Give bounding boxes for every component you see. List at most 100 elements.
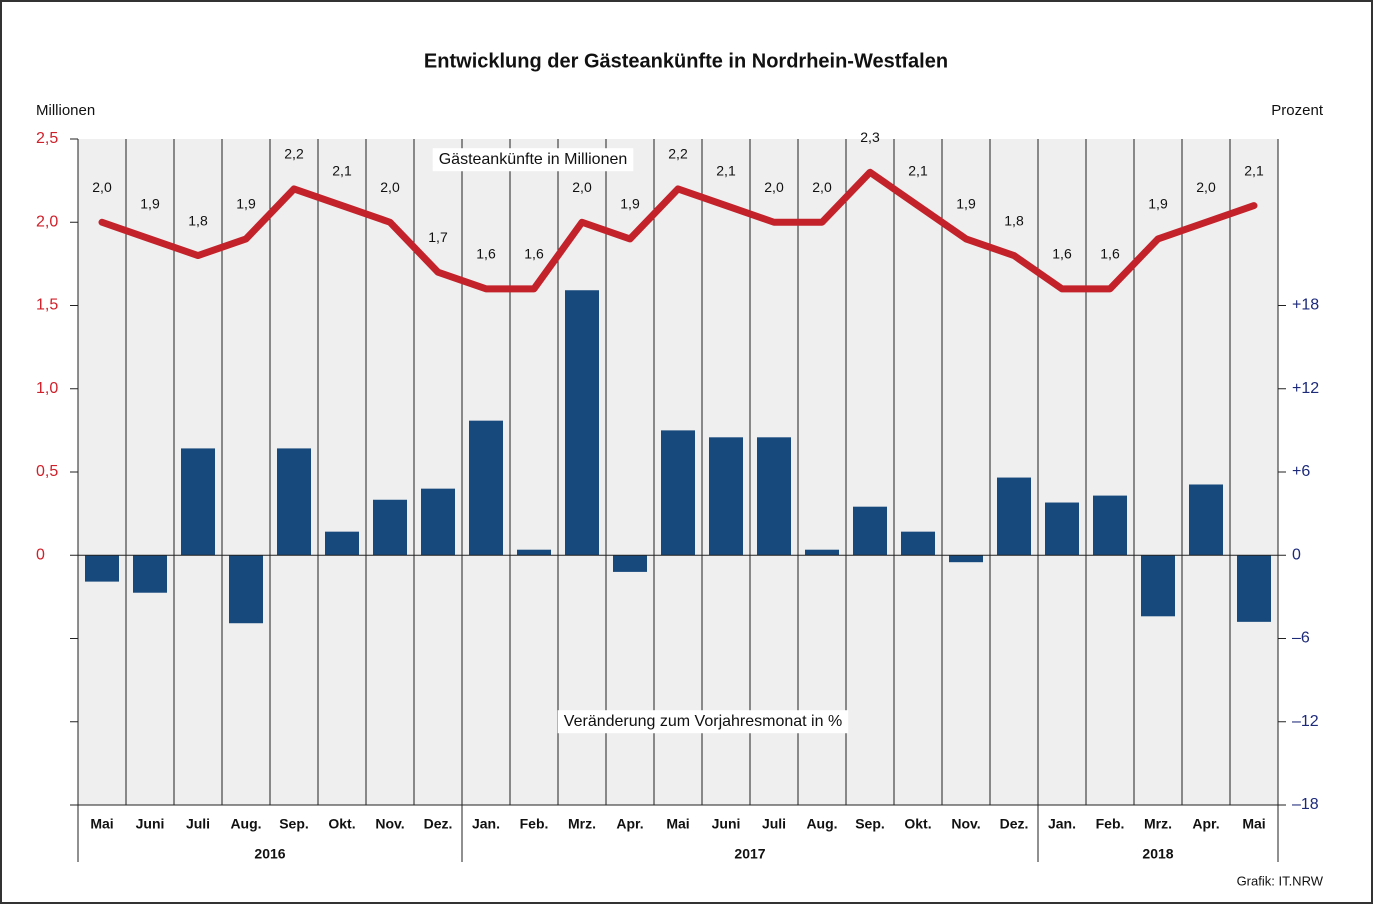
- data-label: 1,9: [956, 196, 976, 212]
- bar: [613, 555, 647, 572]
- data-label: 2,0: [764, 179, 784, 195]
- data-label: 1,6: [476, 246, 496, 262]
- x-tick-label: Juni: [136, 816, 165, 832]
- data-label: 1,7: [428, 229, 448, 245]
- bar: [805, 549, 839, 556]
- x-tick-label: Nov.: [951, 816, 980, 832]
- x-tick-label: Sep.: [855, 816, 885, 832]
- chart-title: Entwicklung der Gästeankünfte in Nordrhe…: [424, 50, 948, 72]
- bar: [1093, 495, 1127, 556]
- bar: [1141, 555, 1175, 617]
- x-tick-label: Okt.: [904, 816, 931, 832]
- data-label: 2,1: [716, 162, 736, 178]
- y2-tick-label: +18: [1292, 297, 1319, 314]
- y-tick-label: 2,5: [36, 130, 58, 147]
- bar: [229, 555, 263, 624]
- y2-tick-label: –6: [1292, 630, 1310, 647]
- data-label: 2,2: [668, 146, 688, 162]
- bar: [565, 290, 599, 556]
- data-label: 1,9: [236, 196, 256, 212]
- bar: [1237, 555, 1271, 622]
- x-tick-label: Apr.: [616, 816, 643, 832]
- bar: [181, 448, 215, 556]
- bar: [469, 420, 503, 556]
- x-tick-label: Jan.: [472, 816, 500, 832]
- data-label: 1,6: [524, 246, 544, 262]
- data-label: 1,9: [620, 196, 640, 212]
- x-group-label: 2018: [1142, 846, 1173, 862]
- x-tick-label: Juli: [762, 816, 786, 832]
- x-tick-label: Juli: [186, 816, 210, 832]
- x-group-label: 2016: [254, 846, 285, 862]
- bar: [277, 448, 311, 556]
- series-annotation: Gästeankünfte in Millionen: [439, 151, 628, 168]
- y-tick-label: 0: [36, 546, 45, 563]
- y2-axis-label: Prozent: [1271, 102, 1324, 119]
- bar: [1189, 484, 1223, 556]
- y2-tick-label: –12: [1292, 713, 1319, 730]
- source: Grafik: IT.NRW: [1237, 873, 1324, 888]
- x-tick-label: Aug.: [230, 816, 261, 832]
- data-label: 2,1: [332, 162, 352, 178]
- data-label: 1,6: [1100, 246, 1120, 262]
- bar: [757, 437, 791, 556]
- x-tick-label: Mai: [90, 816, 113, 832]
- y2-tick-label: –18: [1292, 796, 1319, 813]
- data-label: 1,8: [1004, 212, 1024, 228]
- bar: [901, 531, 935, 556]
- annotation-box: [432, 148, 634, 172]
- y2-tick-label: 0: [1292, 546, 1301, 563]
- bar: [709, 437, 743, 556]
- x-tick-label: Mrz.: [568, 816, 596, 832]
- x-tick-label: Mrz.: [1144, 816, 1172, 832]
- data-label: 2,0: [812, 179, 832, 195]
- x-tick-label: Apr.: [1192, 816, 1219, 832]
- bar: [1045, 502, 1079, 556]
- y-axis-label: Millionen: [36, 102, 95, 119]
- bar: [325, 531, 359, 556]
- data-label: 2,0: [92, 179, 112, 195]
- x-tick-label: Aug.: [806, 816, 837, 832]
- x-tick-label: Feb.: [520, 816, 549, 832]
- y-tick-label: 2,0: [36, 213, 58, 230]
- y2-tick-label: +6: [1292, 463, 1310, 480]
- bar: [853, 506, 887, 556]
- bar: [661, 430, 695, 556]
- annotation-box: [557, 710, 849, 734]
- data-label: 1,9: [1148, 196, 1168, 212]
- bar: [997, 477, 1031, 556]
- bar: [949, 555, 983, 563]
- bar: [517, 549, 551, 556]
- x-tick-label: Okt.: [328, 816, 355, 832]
- x-tick-label: Mai: [666, 816, 689, 832]
- x-tick-label: Mai: [1242, 816, 1265, 832]
- bar: [421, 488, 455, 556]
- data-label: 2,0: [380, 179, 400, 195]
- y-tick-label: 1,0: [36, 380, 58, 397]
- line: [98, 168, 1258, 293]
- data-label: 1,9: [140, 196, 160, 212]
- data-label: 2,0: [572, 179, 592, 195]
- x-tick-label: Dez.: [424, 816, 453, 832]
- x-tick-label: Nov.: [375, 816, 404, 832]
- data-label: 2,3: [860, 129, 880, 145]
- bar: [133, 555, 167, 593]
- data-label: 2,2: [284, 146, 304, 162]
- x-tick-label: Feb.: [1096, 816, 1125, 832]
- x-tick-label: Sep.: [279, 816, 309, 832]
- data-label: 2,0: [1196, 179, 1216, 195]
- x-tick-label: Dez.: [1000, 816, 1029, 832]
- bar: [373, 499, 407, 556]
- data-label: 2,1: [1244, 162, 1264, 178]
- x-tick-label: Jan.: [1048, 816, 1076, 832]
- data-label: 1,6: [1052, 246, 1072, 262]
- bar: [85, 555, 119, 582]
- y-tick-label: 0,5: [36, 463, 58, 480]
- data-label: 2,1: [908, 162, 928, 178]
- series-annotation: Veränderung zum Vorjahresmonat in %: [564, 713, 842, 730]
- y-tick-label: 1,5: [36, 297, 58, 314]
- x-tick-label: Juni: [712, 816, 741, 832]
- x-group-label: 2017: [734, 846, 765, 862]
- y2-tick-label: +12: [1292, 380, 1319, 397]
